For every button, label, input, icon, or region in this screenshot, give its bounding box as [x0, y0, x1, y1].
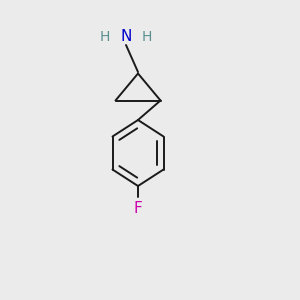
- Text: H: H: [100, 30, 110, 44]
- Text: H: H: [142, 30, 152, 44]
- Text: F: F: [134, 201, 142, 216]
- Text: N: N: [120, 29, 132, 44]
